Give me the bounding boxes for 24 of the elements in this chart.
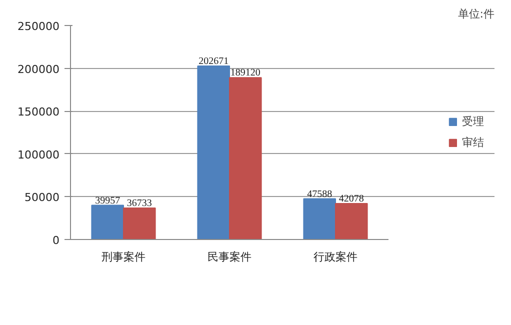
y-tick-label: 250000 xyxy=(18,20,60,33)
y-tick-label: 0 xyxy=(52,234,60,247)
legend-label: 受理 xyxy=(462,114,484,129)
bar xyxy=(335,202,368,240)
bar xyxy=(303,198,336,240)
x-tick-label: 行政案件 xyxy=(314,250,358,264)
y-tick-label: 50000 xyxy=(24,191,60,204)
bar xyxy=(91,204,124,240)
data-label: 36733 xyxy=(126,198,152,210)
bar xyxy=(197,66,230,240)
y-tick-label: 100000 xyxy=(18,148,60,162)
y-tick-label: 200000 xyxy=(18,62,60,76)
bar xyxy=(123,208,156,240)
bar xyxy=(229,77,262,240)
data-label: 189120 xyxy=(230,68,260,79)
data-label: 42078 xyxy=(338,193,364,204)
data-label: 202671 xyxy=(198,56,229,68)
y-tick-label: 150000 xyxy=(18,106,60,119)
data-label: 47588 xyxy=(307,188,332,200)
x-tick-label: 刑事案件 xyxy=(102,250,146,264)
data-label: 39957 xyxy=(95,195,120,206)
x-tick-label: 民事案件 xyxy=(208,250,252,264)
legend-label: 审结 xyxy=(462,135,484,150)
text: 单位:件 xyxy=(458,8,495,20)
